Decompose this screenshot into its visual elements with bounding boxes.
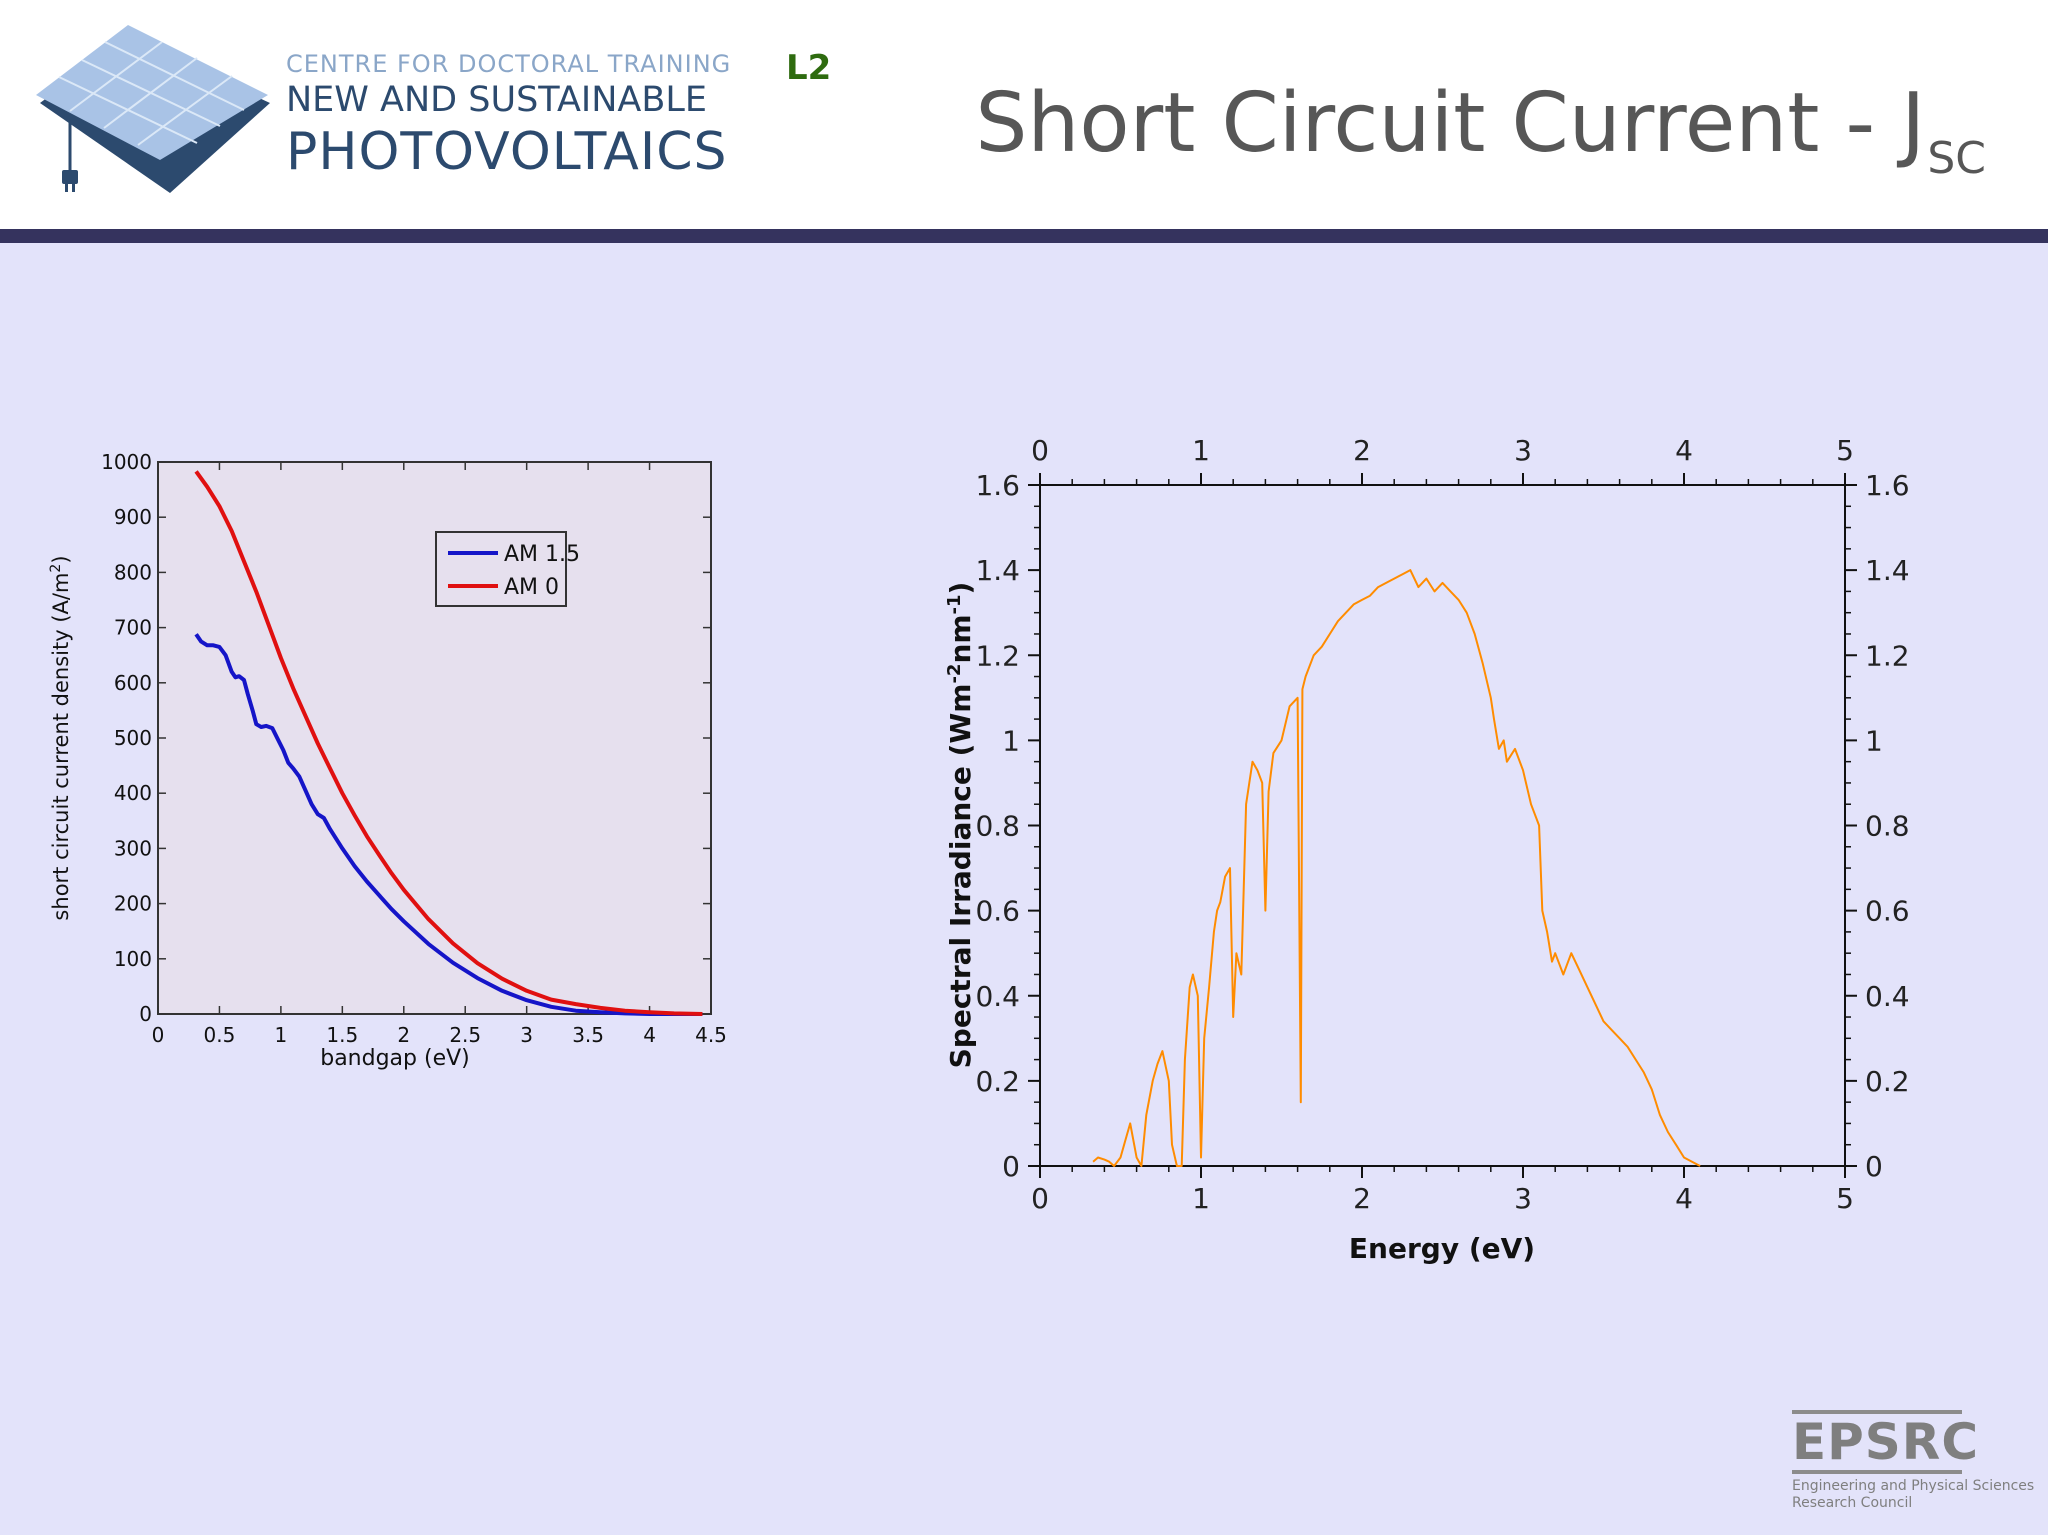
chart2-y-tick-label: 1 [1002,724,1020,757]
epsrc-logo-word: EPSRC [1792,1413,1980,1471]
chart1-series-am15 [194,633,703,1016]
chart1-x-tick-label: 0.5 [204,1023,236,1047]
chart2-y-tick-label: 0.8 [975,810,1020,843]
chart1-y-tick-label: 700 [114,616,152,640]
chart2-y-tick-label: 1.2 [975,639,1020,672]
chart2-x-tick-label-top: 3 [1514,434,1532,467]
logo-line-2: NEW AND SUSTAINABLE [286,80,707,120]
chart2-y-tick-label: 0.2 [975,1065,1020,1098]
slide-title: Short Circuit Current - JSC [975,76,1986,184]
chart2-y-axis-label: Spectral Irradiance (Wm-2nm-1) [944,582,977,1069]
chart2-x-tick-label: 0 [1031,1182,1049,1215]
chart1-y-tick-label: 300 [114,836,152,860]
chart1-y-tick-label: 200 [114,892,152,916]
epsrc-logo-line-2: Research Council [1792,1495,1913,1511]
slide-title-text: Short Circuit Current - J [975,76,1926,171]
chart1-y-tick-label: 900 [114,505,152,529]
chart1-x-tick-label: 3.5 [572,1023,604,1047]
chart1-x-axis-label: bandgap (eV) [320,1046,470,1071]
jsc-vs-bandgap-chart: 0 0.5 1 1.5 2 2.5 3 3.5 4 4.5 0 100 200 300 400 500 600 7… [48,450,727,1071]
chart2-y-tick-label-right: 0.8 [1865,810,1910,843]
chart1-y-tick-label: 1000 [101,450,152,474]
chart1-x-tick-label: 3 [520,1023,533,1047]
chart1-y-tick-label: 100 [114,947,152,971]
chart2-x-tick-label: 1 [1192,1182,1210,1215]
chart1-x-tick-label: 2.5 [449,1023,481,1047]
chart1-legend: AM 1.5 AM 0 [435,531,580,607]
chart1-x-tick-label: 4 [643,1023,656,1047]
chart1-y-tick-label: 800 [114,560,152,584]
chart2-x-tick-label-top: 1 [1192,434,1210,467]
chart2-y-tick-label-right: 0.2 [1865,1065,1910,1098]
chart2-x-tick-label: 4 [1675,1182,1693,1215]
chart2-y-tick-label-right: 1.6 [1865,469,1910,502]
chart2-y-tick-label-right: 1 [1865,724,1883,757]
chart1-legend-box [435,531,567,607]
epsrc-logo-bar [1792,1410,1962,1414]
chart2-y-tick-label-right: 0.6 [1865,895,1910,928]
logo-line-3: PHOTOVOLTAICS [286,122,728,182]
chart1-x-tick-label: 1.5 [326,1023,358,1047]
chart2-x-tick-label-top: 4 [1675,434,1693,467]
chart2-y-tick-label: 1.6 [975,469,1020,502]
solar-panel-logo-icon [30,25,280,204]
chart2-x-tick-label: 5 [1836,1182,1854,1215]
chart2-y-tick-label: 0.4 [975,980,1020,1013]
chart2-x-tick-label-top: 2 [1353,434,1371,467]
chart1-y-tick-label: 400 [114,781,152,805]
chart1-series-am0 [194,470,703,1016]
chart2-y-tick-label-right: 0.4 [1865,980,1910,1013]
chart1-y-axis-label: short circuit current density (A/m2) [48,555,73,920]
chart2-x-tick-label: 3 [1514,1182,1532,1215]
chart1-x-tick-label: 2 [397,1023,410,1047]
legend-label-am0: AM 0 [504,575,559,600]
chart2-x-tick-label-top: 0 [1031,434,1049,467]
chart2-y-tick-label: 1.4 [975,554,1020,587]
slide-title-subscript: SC [1927,133,1986,184]
chart1-plot-area [157,461,712,1015]
chart2-x-tick-label: 2 [1353,1182,1371,1215]
chart2-plot-area [1039,484,1846,1167]
chart2-y-tick-label-right: 0 [1865,1150,1883,1183]
chart1-x-tick-label: 0 [152,1023,165,1047]
chart1-y-tick-label: 500 [114,726,152,750]
chart2-x-tick-label-top: 5 [1836,434,1854,467]
chart2-x-axis-label: Energy (eV) [1349,1232,1535,1265]
chart1-x-tick-label: 4.5 [695,1023,727,1047]
epsrc-logo: EPSRC Engineering and Physical Sciences … [1792,1410,2035,1512]
legend-label-am15: AM 1.5 [504,542,580,567]
chart1-y-tick-label: 0 [139,1002,152,1026]
logo-line-1: CENTRE FOR DOCTORAL TRAINING [286,50,732,78]
lecture-badge: L2 [786,48,832,88]
chart2-series-spectrum [1092,569,1701,1167]
slide-header: CENTRE FOR DOCTORAL TRAINING NEW AND SUS… [0,0,2048,229]
chart1-x-tick-label: 1 [275,1023,288,1047]
chart1-y-tick-label: 600 [114,671,152,695]
epsrc-logo-bar-bottom [1792,1470,1962,1474]
chart2-y-tick-label: 0 [1002,1150,1020,1183]
chart2-y-tick-label-right: 1.2 [1865,639,1910,672]
chart2-y-tick-label-right: 1.4 [1865,554,1910,587]
header-divider [0,229,2048,243]
epsrc-logo-line-1: Engineering and Physical Sciences [1792,1478,2035,1494]
chart2-y-tick-label: 0.6 [975,895,1020,928]
